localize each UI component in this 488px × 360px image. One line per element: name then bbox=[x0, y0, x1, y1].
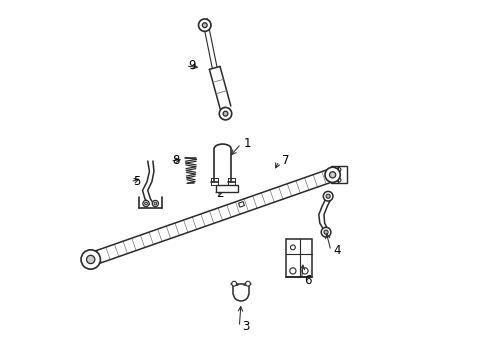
Bar bbox=[285, 239, 311, 277]
Text: 1: 1 bbox=[243, 137, 250, 150]
Text: 9: 9 bbox=[188, 59, 195, 72]
Text: 8: 8 bbox=[172, 154, 180, 167]
Circle shape bbox=[142, 201, 149, 207]
Circle shape bbox=[301, 268, 307, 274]
Bar bbox=[216, 185, 238, 192]
Text: 2: 2 bbox=[215, 187, 223, 200]
Circle shape bbox=[289, 268, 295, 274]
Circle shape bbox=[144, 202, 147, 205]
Circle shape bbox=[336, 178, 340, 182]
Bar bbox=[238, 202, 244, 207]
Text: 4: 4 bbox=[333, 244, 340, 257]
Circle shape bbox=[86, 255, 95, 264]
Circle shape bbox=[225, 187, 228, 190]
Circle shape bbox=[329, 172, 335, 178]
Circle shape bbox=[223, 111, 227, 116]
Circle shape bbox=[290, 245, 295, 250]
Circle shape bbox=[321, 228, 330, 237]
Circle shape bbox=[219, 186, 224, 191]
Circle shape bbox=[325, 167, 340, 183]
Circle shape bbox=[154, 202, 156, 205]
Circle shape bbox=[323, 192, 332, 201]
Circle shape bbox=[202, 23, 207, 28]
Circle shape bbox=[325, 194, 329, 198]
Text: 7: 7 bbox=[281, 154, 288, 167]
Circle shape bbox=[198, 19, 210, 31]
Circle shape bbox=[336, 167, 340, 172]
FancyBboxPatch shape bbox=[330, 166, 347, 184]
Circle shape bbox=[152, 201, 158, 207]
Circle shape bbox=[324, 230, 327, 234]
Text: 3: 3 bbox=[242, 320, 249, 333]
Circle shape bbox=[81, 250, 100, 269]
Circle shape bbox=[245, 281, 250, 286]
Circle shape bbox=[230, 186, 234, 191]
Circle shape bbox=[219, 107, 231, 120]
Text: 5: 5 bbox=[133, 175, 140, 188]
Text: 6: 6 bbox=[304, 274, 311, 287]
Circle shape bbox=[231, 281, 236, 286]
